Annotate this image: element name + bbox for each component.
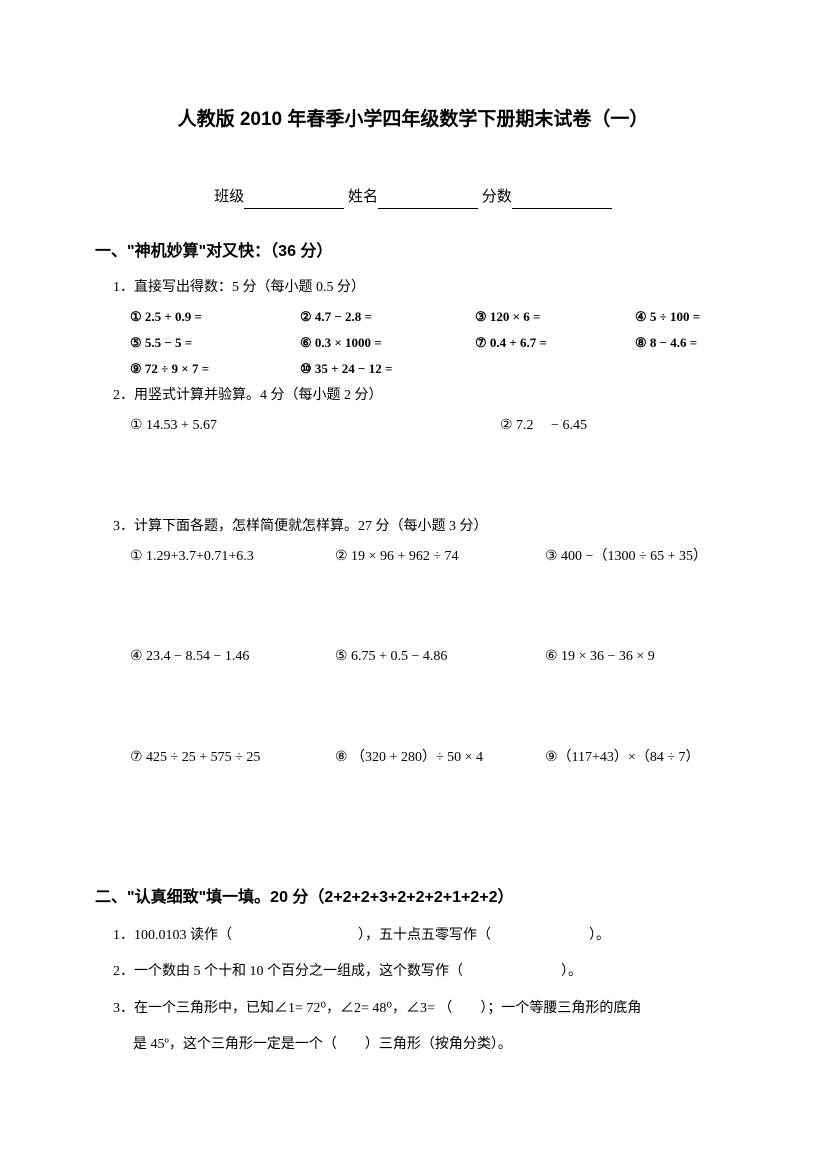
work-space — [95, 576, 731, 646]
eq-cell: ⑤ 5.5 − 5 = — [130, 333, 300, 354]
class-blank[interactable] — [244, 191, 344, 209]
q3-prompt: 3．计算下面各题，怎样简便就怎样算。27 分（每小题 3 分） — [113, 516, 731, 538]
q3-item: ⑨（117+43）×（84 ÷ 7） — [545, 747, 755, 769]
eq-cell: ① 2.5 + 0.9 = — [130, 307, 300, 328]
eq-cell: ④ 5 ÷ 100 = — [635, 307, 755, 328]
score-label: 分数 — [482, 189, 512, 205]
section-1-header: 一、"神机妙算"对又快：（36 分） — [95, 239, 731, 265]
eq-cell: ⑦ 0.4 + 6.7 = — [475, 333, 635, 354]
q3-item: ③ 400 −（1300 ÷ 65 + 35） — [545, 546, 755, 568]
work-space — [95, 777, 731, 867]
q2-item: ① 14.53 + 5.67 — [130, 415, 500, 437]
q2-item: ② 7.2 − 6.45 — [500, 415, 700, 437]
q3-row: ⑦ 425 ÷ 25 + 575 ÷ 25 ⑧ （320 + 280）÷ 50 … — [130, 747, 731, 769]
section-2-header: 二、"认真细致"填一填。20 分（2+2+2+3+2+2+2+1+2+2） — [95, 885, 731, 911]
eq-row: ⑤ 5.5 − 5 = ⑥ 0.3 × 1000 = ⑦ 0.4 + 6.7 =… — [130, 333, 731, 354]
score-blank[interactable] — [512, 191, 612, 209]
s2-q3-line2: 是 45º，这个三角形一定是一个（ ）三角形（按角分类）。 — [133, 1032, 731, 1059]
name-blank[interactable] — [378, 191, 478, 209]
eq-cell: ③ 120 × 6 = — [475, 307, 635, 328]
q3-item: ② 19 × 96 + 962 ÷ 74 — [335, 546, 545, 568]
q2-prompt: 2．用竖式计算并验算。4 分（每小题 2 分） — [113, 385, 731, 407]
q3-item: ④ 23.4 − 8.54 − 1.46 — [130, 646, 335, 668]
eq-cell: ⑨ 72 ÷ 9 × 7 = — [130, 359, 300, 380]
exam-title: 人教版 2010 年春季小学四年级数学下册期末试卷（一） — [95, 105, 731, 135]
q1-prompt: 1．直接写出得数：5 分（每小题 0.5 分） — [113, 277, 731, 299]
eq-cell: ⑩ 35 + 24 − 12 = — [300, 359, 475, 380]
s2-q1: 1．100.0103 读作（ ），五十点五零写作（ ）。 — [113, 923, 731, 950]
q2-row: ① 14.53 + 5.67 ② 7.2 − 6.45 — [130, 415, 731, 437]
s2-q3-line1: 3．在一个三角形中，已知∠1= 72⁰，∠2= 48⁰，∠3= （ ）；一个等腰… — [113, 996, 731, 1023]
q3-item: ⑦ 425 ÷ 25 + 575 ÷ 25 — [130, 747, 335, 769]
q3-item: ① 1.29+3.7+0.71+6.3 — [130, 546, 335, 568]
eq-cell: ⑥ 0.3 × 1000 = — [300, 333, 475, 354]
q3-item: ⑧ （320 + 280）÷ 50 × 4 — [335, 747, 545, 769]
eq-row: ⑨ 72 ÷ 9 × 7 = ⑩ 35 + 24 − 12 = — [130, 359, 731, 380]
eq-row: ① 2.5 + 0.9 = ② 4.7 − 2.8 = ③ 120 × 6 = … — [130, 307, 731, 328]
q3-row: ④ 23.4 − 8.54 − 1.46 ⑤ 6.75 + 0.5 − 4.86… — [130, 646, 731, 668]
q3-item: ⑥ 19 × 36 − 36 × 9 — [545, 646, 755, 668]
q3-row: ① 1.29+3.7+0.71+6.3 ② 19 × 96 + 962 ÷ 74… — [130, 546, 731, 568]
q3-item: ⑤ 6.75 + 0.5 − 4.86 — [335, 646, 545, 668]
q1-equation-grid: ① 2.5 + 0.9 = ② 4.7 − 2.8 = ③ 120 × 6 = … — [130, 307, 731, 379]
eq-cell: ⑧ 8 − 4.6 = — [635, 333, 755, 354]
eq-cell: ② 4.7 − 2.8 = — [300, 307, 475, 328]
name-label: 姓名 — [348, 189, 378, 205]
work-space — [95, 677, 731, 747]
class-label: 班级 — [214, 189, 244, 205]
s2-q2: 2．一个数由 5 个十和 10 个百分之一组成，这个数写作（ ）。 — [113, 959, 731, 986]
work-space — [95, 446, 731, 516]
student-info-line: 班级 姓名 分数 — [95, 185, 731, 209]
